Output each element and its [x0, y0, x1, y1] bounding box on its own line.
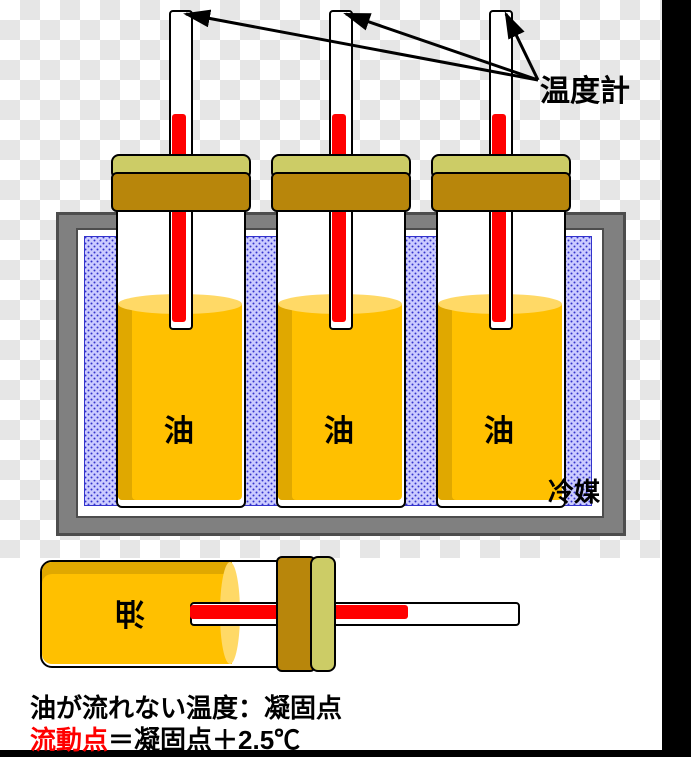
oil-label: 油: [436, 406, 562, 450]
tube-cap-side: [111, 172, 251, 212]
caption-part: 油が流れない温度：凝固点: [30, 693, 342, 723]
diagram-stage: 油油油 油 温度計 冷媒 油が流れない温度：凝固点 流動点＝凝固点＋2.5℃: [0, 0, 662, 750]
thermometer-mercury: [172, 114, 186, 322]
caption-part: ＝凝固点＋2.5℃: [108, 725, 300, 755]
fallen-cap-top: [310, 556, 336, 672]
caption-line-2: 流動点＝凝固点＋2.5℃: [30, 720, 300, 757]
oil-fill: [118, 304, 242, 500]
tube-cap-side: [271, 172, 411, 212]
oil-fill: [278, 304, 402, 500]
oil-label: 油: [116, 406, 242, 450]
tube-cap-side: [431, 172, 571, 212]
oil-label: 油: [276, 406, 402, 450]
thermometer-mercury: [332, 114, 346, 322]
caption-part: 流動点: [30, 725, 108, 755]
coolant-label: 冷媒: [548, 472, 600, 509]
thermometer-label: 温度計: [540, 66, 630, 110]
thermometer-mercury: [492, 114, 506, 322]
fallen-oil-label: 油: [100, 594, 160, 638]
oil-fill: [438, 304, 562, 500]
